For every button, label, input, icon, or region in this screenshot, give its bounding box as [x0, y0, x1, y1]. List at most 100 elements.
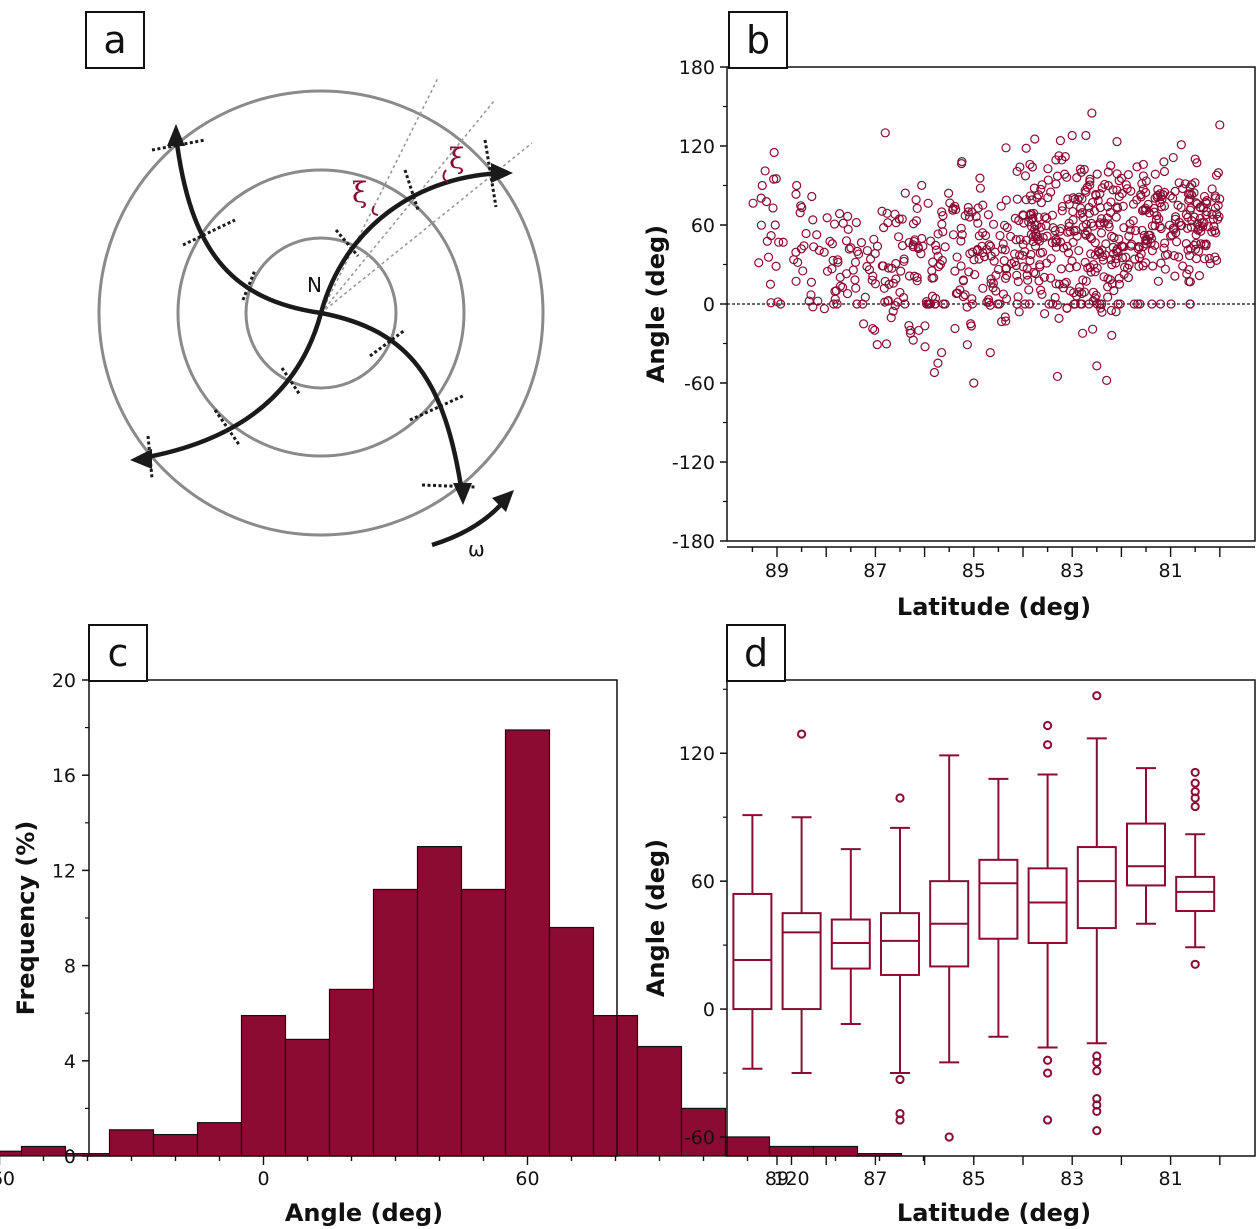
- scatter-point: [769, 147, 779, 158]
- scatter-point: [1138, 241, 1148, 252]
- scatter-point: [911, 195, 921, 205]
- scatter-point: [952, 252, 962, 262]
- scatter-point: [1112, 136, 1122, 147]
- scatter-point: [868, 323, 878, 334]
- scatter-point: [883, 263, 894, 273]
- scatter-point: [1081, 187, 1091, 197]
- scatter-point: [1171, 237, 1182, 247]
- scatter-point: [975, 173, 985, 183]
- scatter-point: [985, 300, 995, 310]
- scatter-point: [1106, 161, 1116, 171]
- spiral-arm-upper-left: [173, 135, 322, 316]
- scatter-point: [830, 294, 840, 304]
- panel-d-letter: d: [744, 631, 768, 675]
- scatter-point: [964, 212, 975, 222]
- scatter-point: [1189, 212, 1199, 222]
- scatter-point: [1081, 219, 1091, 229]
- scatter-point: [1024, 299, 1034, 309]
- scatter-point: [1096, 214, 1107, 224]
- box-iqr: [732, 892, 773, 1011]
- panel-b-letter: b: [746, 18, 770, 62]
- panel-d-x-axis-title: Latitude (deg): [897, 1199, 1091, 1227]
- scatter-point: [791, 276, 801, 286]
- scatter-point: [754, 258, 764, 268]
- scatter-point: [865, 254, 876, 264]
- x-tick-label: 87: [863, 560, 887, 582]
- box-outlier: [895, 793, 905, 803]
- scatter-points: [748, 108, 1225, 388]
- box-outlier: [1092, 1126, 1102, 1136]
- scatter-point: [795, 208, 805, 218]
- scatter-point: [841, 236, 852, 246]
- scatter-point: [950, 323, 960, 334]
- scatter-point: [1033, 234, 1043, 245]
- scatter-point: [1170, 186, 1180, 197]
- scatter-point: [1019, 218, 1029, 228]
- scatter-point: [940, 299, 950, 309]
- scatter-point: [990, 247, 1000, 257]
- y-tick-label: 0: [703, 294, 715, 316]
- scatter-point: [1012, 270, 1022, 280]
- x-tick-label: 81: [1159, 1168, 1183, 1190]
- scatter-point: [834, 208, 845, 219]
- inner-latitude-ring: [244, 236, 398, 390]
- panel-b-x-axis: 89 87 85 83 81: [727, 546, 1255, 582]
- scatter-point: [1107, 279, 1117, 289]
- scatter-point: [1120, 262, 1130, 272]
- scatter-point: [998, 239, 1008, 249]
- tangent-marker: [409, 393, 466, 422]
- scatter-point: [1055, 136, 1066, 146]
- scatter-point: [880, 297, 890, 307]
- scatter-point: [1212, 209, 1222, 219]
- scatter-point: [799, 241, 809, 251]
- scatter-point: [1001, 294, 1012, 304]
- scatter-point: [1099, 272, 1109, 282]
- scatter-point: [984, 240, 994, 250]
- scatter-point: [1041, 258, 1052, 268]
- panel-c-y-axis-title: Frequency (%): [12, 821, 40, 1016]
- scatter-point: [1215, 194, 1225, 204]
- scatter-point: [1062, 303, 1072, 313]
- tangent-marker: [403, 169, 420, 211]
- box-iqr: [1076, 846, 1117, 930]
- scatter-point: [1013, 276, 1023, 287]
- arrowhead-upper-left: [167, 124, 185, 146]
- histogram-bar: [460, 888, 507, 1157]
- tangent-markers: [146, 138, 498, 489]
- scatter-point: [1075, 209, 1085, 219]
- scatter-point: [1026, 249, 1036, 260]
- scatter-point: [1088, 287, 1099, 297]
- scatter-point: [1012, 194, 1022, 204]
- scatter-point: [1191, 238, 1201, 249]
- scatter-point: [850, 257, 861, 267]
- panel-c-y-axis: 0 4 8 12 16 20: [52, 670, 89, 1168]
- scatter-point: [1043, 192, 1053, 203]
- scatter-point: [1211, 193, 1221, 203]
- scatter-point: [973, 218, 983, 228]
- panel-c-label-box: [88, 624, 148, 682]
- scatter-point: [1128, 199, 1139, 209]
- scatter-point: [791, 189, 801, 199]
- scatter-point: [988, 283, 998, 293]
- y-tick-label: 60: [691, 871, 715, 893]
- scatter-point: [1130, 254, 1140, 264]
- scatter-point: [843, 211, 853, 221]
- scatter-point: [880, 128, 890, 138]
- scatter-point: [841, 269, 852, 279]
- scatter-point: [879, 223, 889, 233]
- scatter-point: [1036, 184, 1046, 194]
- angle-xi-label-inner: ξ: [352, 176, 367, 209]
- scatter-point: [1037, 289, 1047, 299]
- scatter-point: [807, 191, 817, 202]
- scatter-point: [1018, 210, 1028, 221]
- scatter-point: [812, 230, 822, 240]
- scatter-point: [978, 283, 988, 293]
- scatter-point: [1030, 268, 1041, 279]
- scatter-point: [935, 259, 945, 270]
- scatter-point: [888, 306, 898, 316]
- scatter-point: [1051, 234, 1061, 244]
- scatter-point: [904, 271, 915, 281]
- scatter-point: [1058, 283, 1069, 293]
- scatter-point: [1022, 270, 1032, 280]
- panel-c: c 0 4 8 12 16 20 -60 0 60 120 Angle (deg) Freque…: [0, 624, 925, 1227]
